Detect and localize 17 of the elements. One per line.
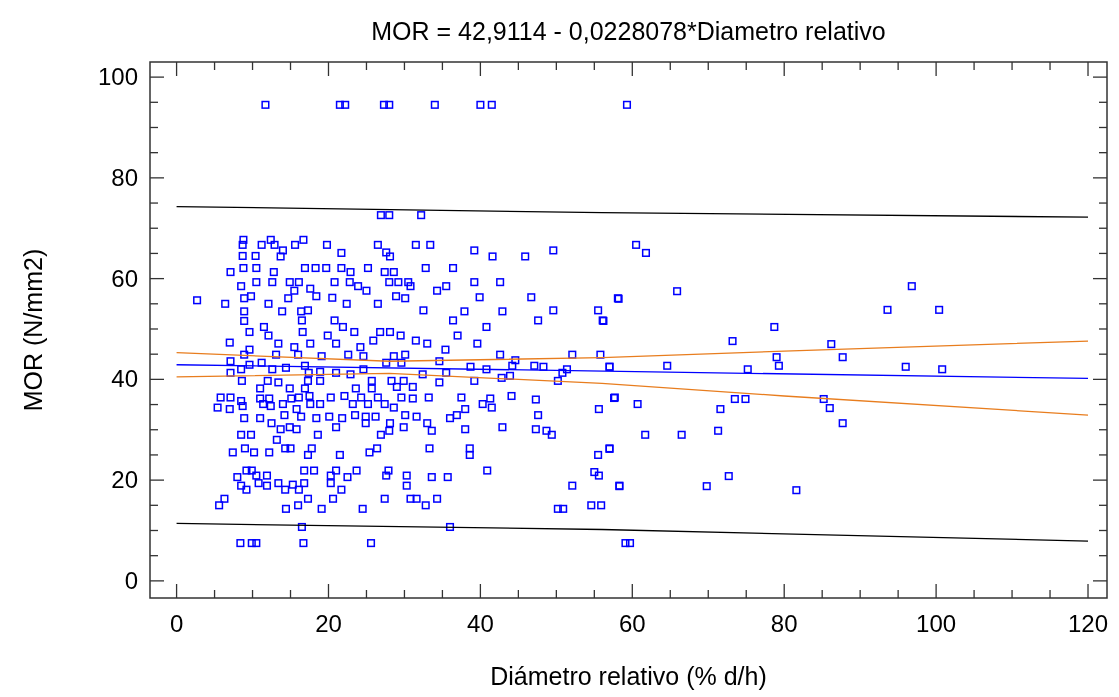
- x-tick-label: 0: [169, 610, 184, 637]
- y-tick-label: 100: [97, 63, 138, 91]
- y-tick-label: 60: [111, 264, 138, 292]
- x-tick-label: 80: [770, 610, 798, 637]
- x-tick-label: 60: [618, 610, 646, 637]
- y-tick-label: 80: [111, 163, 138, 191]
- y-tick-label: 20: [111, 466, 138, 494]
- x-axis-title: Diámetro relativo (% d/h): [490, 662, 767, 690]
- chart-title: MOR = 42,9114 - 0,0228078*Diametro relativo: [371, 17, 886, 45]
- y-tick-label: 40: [111, 365, 138, 393]
- line-series: [175, 372, 1089, 416]
- x-tick-label: 40: [467, 610, 494, 637]
- y-axis-title: MOR (N/mm2): [19, 248, 47, 412]
- x-tick-label: 20: [315, 610, 342, 637]
- y-tick-label: 0: [124, 566, 138, 594]
- x-tick-label: 120: [1067, 610, 1109, 637]
- x-tick-label: 100: [916, 610, 957, 637]
